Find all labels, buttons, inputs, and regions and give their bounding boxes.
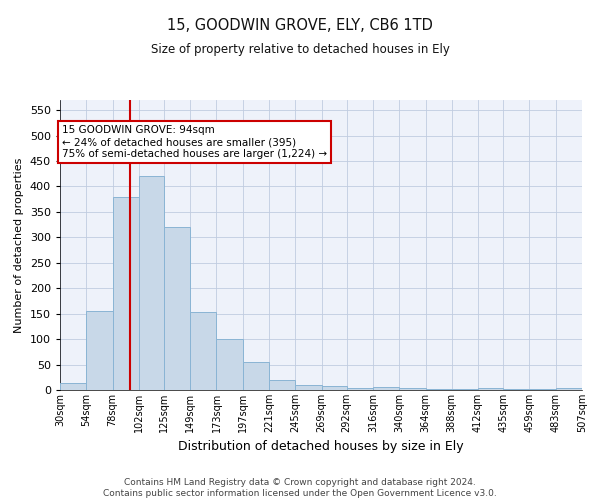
Bar (478, 388, 503, 390)
Text: Contains HM Land Registry data © Crown copyright and database right 2024.
Contai: Contains HM Land Registry data © Crown c… (103, 478, 497, 498)
Bar (190, 312, 217, 390)
Bar (295, 385, 322, 390)
Bar (529, 389, 556, 390)
Text: 15, GOODWIN GROVE, ELY, CB6 1TD: 15, GOODWIN GROVE, ELY, CB6 1TD (167, 18, 433, 32)
Text: 15 GOODWIN GROVE: 94sqm
← 24% of detached houses are smaller (395)
75% of semi-d: 15 GOODWIN GROVE: 94sqm ← 24% of detache… (62, 126, 328, 158)
Bar (322, 386, 347, 390)
Bar (399, 388, 425, 390)
Bar (164, 227, 190, 390)
Bar (347, 388, 373, 390)
Bar (373, 388, 399, 390)
Text: Size of property relative to detached houses in Ely: Size of property relative to detached ho… (151, 42, 449, 56)
Bar (556, 388, 582, 390)
X-axis label: Distribution of detached houses by size in Ely: Distribution of detached houses by size … (178, 440, 464, 454)
Bar (86, 311, 113, 390)
Bar (139, 176, 164, 390)
Bar (243, 362, 269, 390)
Y-axis label: Number of detached properties: Number of detached properties (14, 158, 24, 332)
Bar (113, 196, 139, 390)
Bar (269, 380, 295, 390)
Bar (60, 384, 86, 390)
Bar (217, 339, 243, 390)
Bar (425, 389, 452, 390)
Bar (503, 389, 529, 390)
